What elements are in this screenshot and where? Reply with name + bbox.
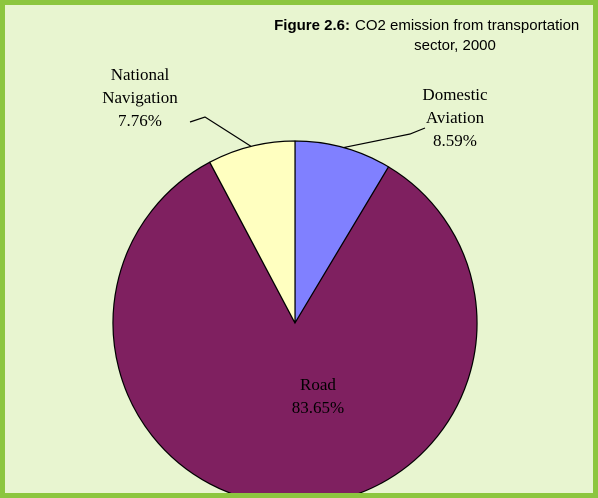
label-line: Navigation bbox=[102, 88, 178, 107]
label-line: Aviation bbox=[426, 108, 485, 127]
label-line: Domestic bbox=[422, 85, 488, 104]
leader-line bbox=[189, 116, 252, 147]
leader-line bbox=[343, 127, 426, 149]
title-line: CO2 emission from transportation bbox=[355, 17, 579, 34]
slice-label: National Navigation bbox=[102, 65, 178, 107]
pie bbox=[112, 140, 478, 493]
pie-slice bbox=[294, 140, 390, 326]
pie-slice bbox=[112, 161, 478, 493]
figure-label: Figure 2.6: bbox=[274, 17, 350, 34]
pie-slice bbox=[208, 140, 296, 324]
chart-title: CO2 emission from transportation sector, … bbox=[355, 17, 579, 54]
value-label: 8.59% bbox=[433, 131, 477, 150]
value-label: 83.65% bbox=[292, 398, 344, 417]
value-label: 7.76% bbox=[118, 111, 162, 130]
slice-label: Domestic Aviation bbox=[422, 85, 488, 127]
label-line: Road bbox=[300, 375, 336, 394]
slice-label: Road bbox=[300, 375, 336, 394]
title-line: sector, 2000 bbox=[414, 37, 496, 54]
label-line: National bbox=[111, 65, 170, 84]
